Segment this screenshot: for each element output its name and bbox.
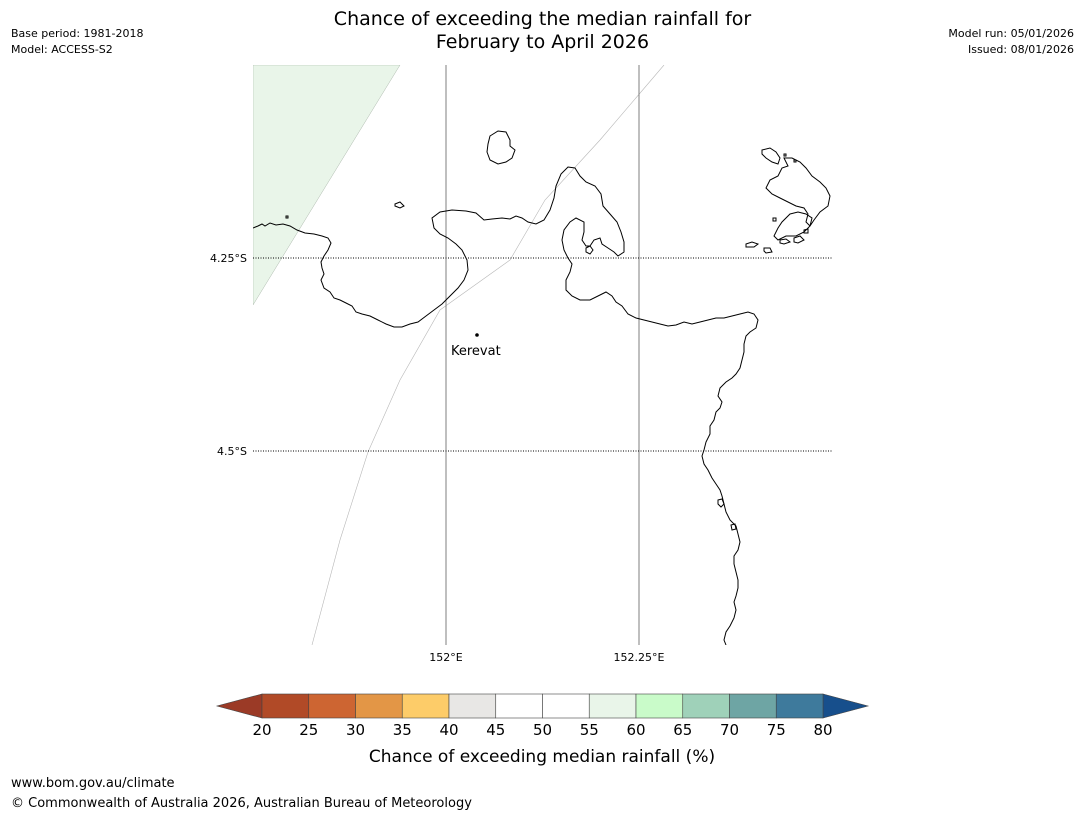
colorbar-tick-35: 35	[393, 721, 412, 739]
model-name-text: Model: ACCESS-S2	[11, 43, 113, 56]
colorbar-tick-80: 80	[813, 721, 832, 739]
islet-east-coast-2	[730, 523, 737, 531]
colorbar-segment-35-40	[401, 693, 450, 719]
kerevat-marker	[475, 333, 479, 337]
map-title: Chance of exceeding the median rainfall …	[0, 8, 1085, 54]
colorbar-segment-45-50	[495, 693, 543, 719]
islet-west	[394, 201, 405, 209]
colorbar-tick-50: 50	[533, 721, 552, 739]
footer-url[interactable]: www.bom.gov.au/climate	[11, 776, 175, 791]
region-boundary-line	[311, 65, 665, 645]
colorbar-tick-labels: 20 25 30 35 40 45 50 55 60 65 70 75 80	[252, 721, 832, 739]
model-info: Base period: 1981-2018 Model: ACCESS-S2	[11, 26, 143, 58]
colorbar-tick-75: 75	[767, 721, 786, 739]
colorbar-segment-75-80	[775, 693, 824, 719]
colorbar-segments	[261, 693, 824, 719]
colorbar-segment-25-30	[308, 693, 356, 719]
colorbar-segment-60-65	[635, 693, 684, 719]
colorbar-tick-25: 25	[299, 721, 318, 739]
islet-small-west	[285, 215, 289, 219]
colorbar-tick-45: 45	[486, 721, 505, 739]
colorbar-title: Chance of exceeding median rainfall (%)	[369, 747, 715, 767]
run-info: Model run: 05/01/2026 Issued: 08/01/2026	[948, 26, 1074, 58]
latitude-label-4-25: 4.25°S	[210, 252, 247, 265]
colorbar-segment-65-70	[682, 693, 730, 719]
colorbar-tick-70: 70	[720, 721, 739, 739]
longitude-label-152-25: 152.25°E	[614, 651, 665, 664]
colorbar-segment-50-55	[542, 693, 590, 719]
shaded-probability-region	[253, 65, 401, 306]
colorbar-tick-55: 55	[580, 721, 599, 739]
colorbar-segment-40-45	[448, 693, 497, 719]
kerevat-label: Kerevat	[451, 344, 501, 359]
colorbar-segment-55-60	[588, 693, 637, 719]
islet-inlet	[585, 245, 594, 255]
base-period-text: Base period: 1981-2018	[11, 27, 144, 40]
latitude-label-4-5: 4.5°S	[217, 445, 247, 458]
islet-east-coast-1	[717, 498, 725, 508]
colorbar-segment-70-75	[729, 693, 777, 719]
coastlines	[253, 130, 831, 645]
footer-copyright: © Commonwealth of Australia 2026, Austra…	[11, 796, 472, 811]
colorbar-tick-65: 65	[673, 721, 692, 739]
colorbar-tick-20: 20	[252, 721, 271, 739]
colorbar-tick-30: 30	[346, 721, 365, 739]
model-run-text: Model run: 05/01/2026	[948, 27, 1074, 40]
colorbar-segment-20-25	[261, 693, 310, 719]
colorbar-tick-60: 60	[626, 721, 645, 739]
colorbar-under-arrow	[215, 693, 263, 719]
map-title-line-2: February to April 2026	[435, 31, 650, 53]
colorbar-tick-40: 40	[439, 721, 458, 739]
island-group-northeast	[745, 147, 831, 254]
map-area: Kerevat	[253, 65, 832, 645]
colorbar-segment-30-35	[355, 693, 403, 719]
issued-text: Issued: 08/01/2026	[967, 43, 1074, 56]
main-coastline	[253, 166, 759, 645]
map-title-line-1: Chance of exceeding the median rainfall …	[333, 8, 752, 30]
longitude-label-152: 152°E	[429, 651, 462, 664]
island-north	[486, 130, 516, 165]
colorbar: 20 25 30 35 40 45 50 55 60 65 70 75 80 Chance of exc…	[215, 693, 870, 767]
colorbar-over-arrow	[822, 693, 870, 719]
